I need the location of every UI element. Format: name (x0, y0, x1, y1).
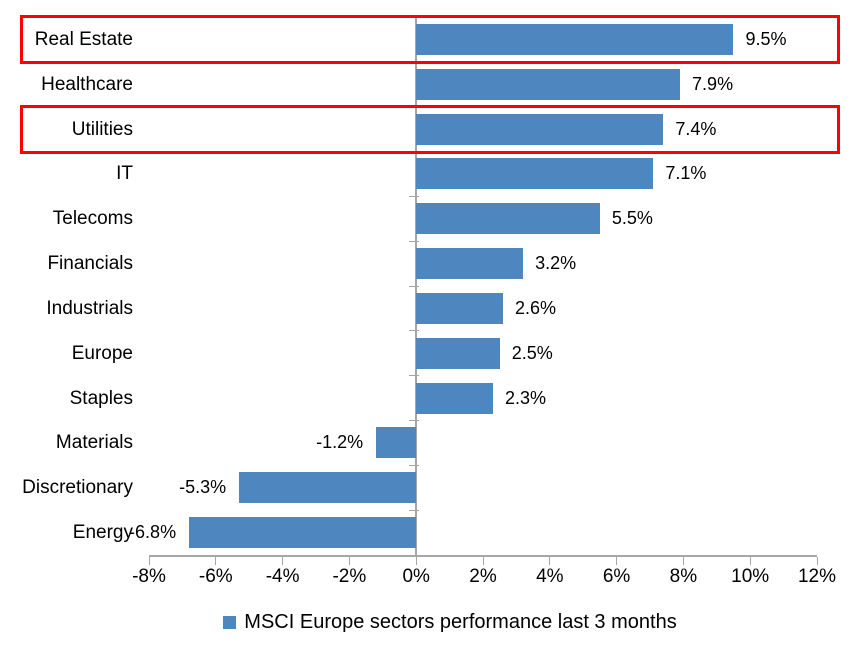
category-axis-tick (409, 61, 420, 63)
bar (416, 23, 734, 55)
x-axis-tick (148, 556, 150, 565)
category-label: Telecoms (52, 208, 133, 230)
bar (416, 158, 654, 190)
x-axis-tick-label: 4% (536, 566, 564, 587)
bar (416, 337, 500, 369)
bar (416, 68, 681, 100)
category-label: IT (116, 163, 133, 185)
x-axis-tick (282, 556, 284, 565)
category-label: Real Estate (34, 28, 133, 50)
x-axis-tick (215, 556, 217, 565)
x-axis-tick (749, 556, 751, 565)
category-label: Healthcare (41, 73, 133, 95)
x-axis-tick-label: 10% (731, 566, 770, 587)
category-axis-tick (409, 330, 420, 332)
x-axis-tick (415, 556, 417, 565)
value-label: -5.3% (179, 477, 227, 498)
value-label: 2.5% (511, 342, 553, 363)
x-axis-tick (816, 556, 818, 565)
bar (416, 113, 664, 145)
category-label: Discretionary (22, 477, 133, 499)
value-label: 7.9% (692, 73, 734, 94)
category-axis-tick (409, 16, 420, 18)
legend-marker-icon (223, 615, 237, 629)
x-axis-tick (482, 556, 484, 565)
x-axis-tick-label: -2% (332, 566, 367, 587)
category-label: Energy (72, 522, 133, 544)
bar (416, 292, 504, 324)
value-label: -6.8% (129, 522, 177, 543)
x-axis-tick-label: -6% (198, 566, 233, 587)
x-axis-tick-label: 8% (669, 566, 698, 587)
category-axis-tick (409, 464, 420, 466)
category-label: Europe (71, 342, 133, 364)
category-label: Utilities (71, 118, 133, 140)
value-label: 3.2% (535, 253, 577, 274)
x-axis-tick (682, 556, 684, 565)
category-axis-tick (409, 240, 420, 242)
value-label: 7.4% (675, 118, 717, 139)
x-axis-tick (549, 556, 551, 565)
category-label: Financials (47, 253, 133, 275)
value-label: 7.1% (665, 163, 707, 184)
category-label: Staples (69, 387, 133, 409)
value-label: 5.5% (611, 208, 653, 229)
x-axis-line (149, 555, 817, 557)
category-axis-tick (409, 151, 420, 152)
category-axis-line (415, 15, 417, 555)
category-axis-tick (409, 509, 420, 511)
bar (239, 472, 417, 504)
x-axis-tick (348, 556, 350, 565)
value-label: 2.3% (505, 387, 547, 408)
x-axis-tick-label: 2% (469, 566, 497, 587)
x-axis-tick-label: 6% (602, 566, 631, 587)
x-axis-tick-label: -4% (265, 566, 300, 587)
value-label: 9.5% (745, 28, 787, 49)
category-axis-tick (409, 420, 420, 421)
x-axis-tick-label: -8% (132, 566, 166, 587)
bar (416, 248, 524, 280)
x-axis-tick (616, 556, 618, 565)
x-axis-tick-label: 0% (402, 566, 430, 587)
legend-label: MSCI Europe sectors performance last 3 m… (244, 611, 677, 633)
category-axis-tick (409, 375, 420, 377)
bar (416, 382, 493, 414)
legend: MSCI Europe sectors performance last 3 m… (24, 609, 852, 635)
category-axis-tick (409, 195, 420, 197)
value-label: 2.6% (515, 297, 557, 318)
x-axis-tick-label: 12% (797, 566, 837, 587)
category-label: Materials (55, 432, 133, 454)
category-axis-tick (409, 106, 420, 108)
bar (376, 427, 417, 459)
value-label: -1.2% (316, 432, 364, 453)
category-axis-tick (409, 285, 420, 287)
category-axis-tick (409, 554, 420, 556)
bar (189, 517, 417, 549)
bar (416, 203, 600, 235)
category-label: Industrials (46, 297, 133, 319)
